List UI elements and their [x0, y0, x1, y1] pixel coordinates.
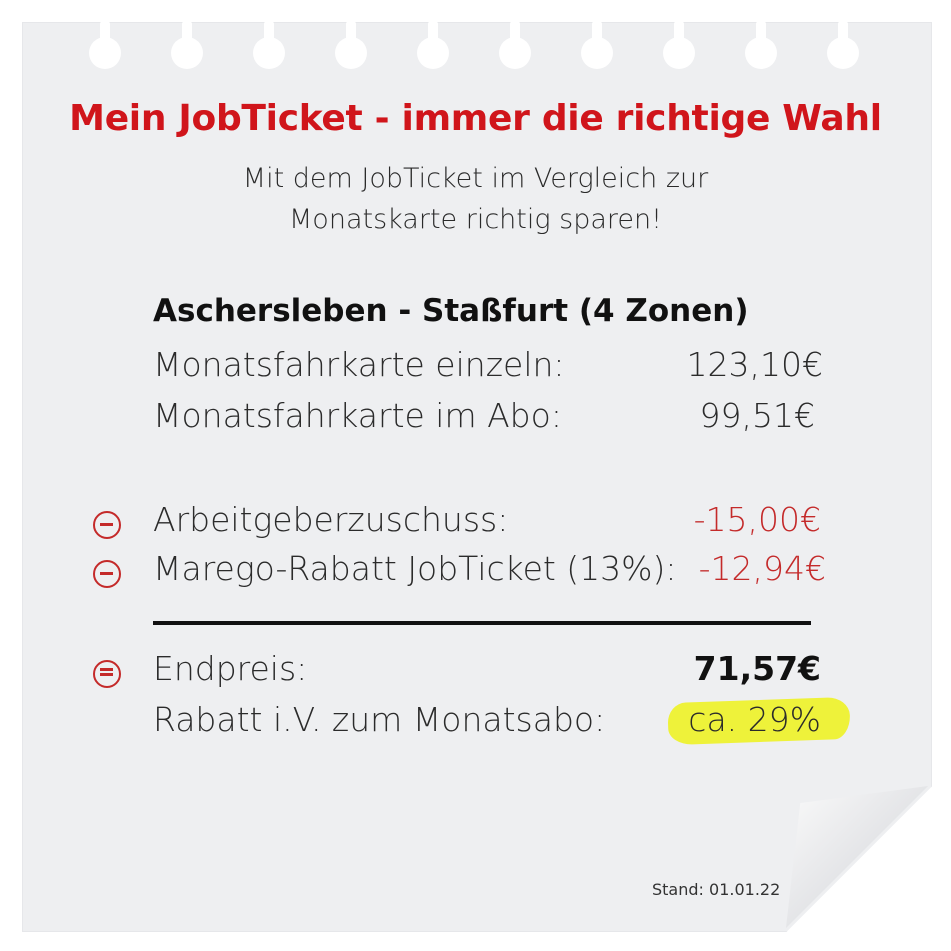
row-label: Monatsfahrkarte im Abo: — [153, 396, 562, 435]
subtitle-line-2: Monatskarte richtig sparen! — [289, 204, 662, 235]
date-footnote: Stand: 01.01.22 — [652, 880, 781, 899]
binder-hole — [499, 21, 531, 69]
binder-hole — [171, 21, 203, 69]
row-value: -15,00€ — [693, 500, 821, 539]
deduction-row-marego: Marego-Rabatt JobTicket (13%): -12,94€ — [153, 549, 826, 595]
row-label: Arbeitgeberzuschuss: — [153, 500, 509, 539]
binder-hole — [827, 21, 859, 69]
binder-hole — [89, 21, 121, 69]
binder-hole — [335, 21, 367, 69]
binder-hole — [417, 21, 449, 69]
equals-circle-icon — [93, 660, 121, 688]
page-title: Mein JobTicket - immer die richtige Wahl — [69, 98, 882, 139]
row-value: 123,10€ — [686, 345, 823, 384]
paper-sheet — [22, 22, 932, 932]
binder-hole — [745, 21, 777, 69]
row-value: -12,94€ — [698, 549, 826, 588]
discount-row: Rabatt i.V. zum Monatsabo: ca. 29% — [153, 700, 821, 746]
sum-divider — [153, 621, 811, 625]
page-curl — [786, 786, 928, 928]
binder-hole — [253, 21, 285, 69]
total-value: 71,57€ — [693, 649, 821, 688]
row-label: Monatsfahrkarte einzeln: — [153, 345, 565, 384]
total-row: Endpreis: 71,57€ — [153, 649, 821, 695]
discount-value: ca. 29% — [688, 700, 821, 739]
price-row-single: Monatsfahrkarte einzeln: 123,10€ — [153, 345, 823, 391]
binder-hole — [581, 21, 613, 69]
minus-circle-icon — [93, 560, 121, 588]
row-value: 99,51€ — [699, 396, 815, 435]
subtitle-line-1: Mit dem JobTicket im Vergleich zur — [242, 163, 709, 194]
deduction-row-employer: Arbeitgeberzuschuss: -15,00€ — [153, 500, 821, 546]
row-label: Rabatt i.V. zum Monatsabo: — [153, 700, 606, 739]
route-heading: Aschersleben - Staßfurt (4 Zonen) — [153, 293, 749, 329]
binder-hole — [663, 21, 695, 69]
minus-circle-icon — [93, 511, 121, 539]
price-row-abo: Monatsfahrkarte im Abo: 99,51€ — [153, 396, 815, 442]
row-label: Marego-Rabatt JobTicket (13%): — [153, 549, 677, 588]
row-label: Endpreis: — [153, 649, 308, 688]
